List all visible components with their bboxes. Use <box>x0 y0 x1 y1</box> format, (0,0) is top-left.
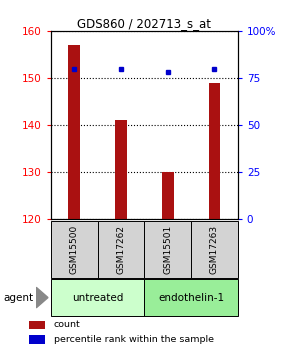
Text: GSM15501: GSM15501 <box>163 225 172 274</box>
Title: GDS860 / 202713_s_at: GDS860 / 202713_s_at <box>77 17 211 30</box>
Bar <box>68 45 80 219</box>
Text: count: count <box>54 321 80 329</box>
Text: agent: agent <box>3 293 33 303</box>
Polygon shape <box>36 287 48 308</box>
Text: GSM17262: GSM17262 <box>116 225 125 274</box>
Bar <box>115 120 127 219</box>
Text: endothelin-1: endothelin-1 <box>158 293 224 303</box>
Text: percentile rank within the sample: percentile rank within the sample <box>54 335 214 344</box>
Bar <box>209 83 220 219</box>
Text: GSM15500: GSM15500 <box>70 225 79 274</box>
Text: GSM17263: GSM17263 <box>210 225 219 274</box>
Text: untreated: untreated <box>72 293 123 303</box>
Bar <box>162 172 173 219</box>
